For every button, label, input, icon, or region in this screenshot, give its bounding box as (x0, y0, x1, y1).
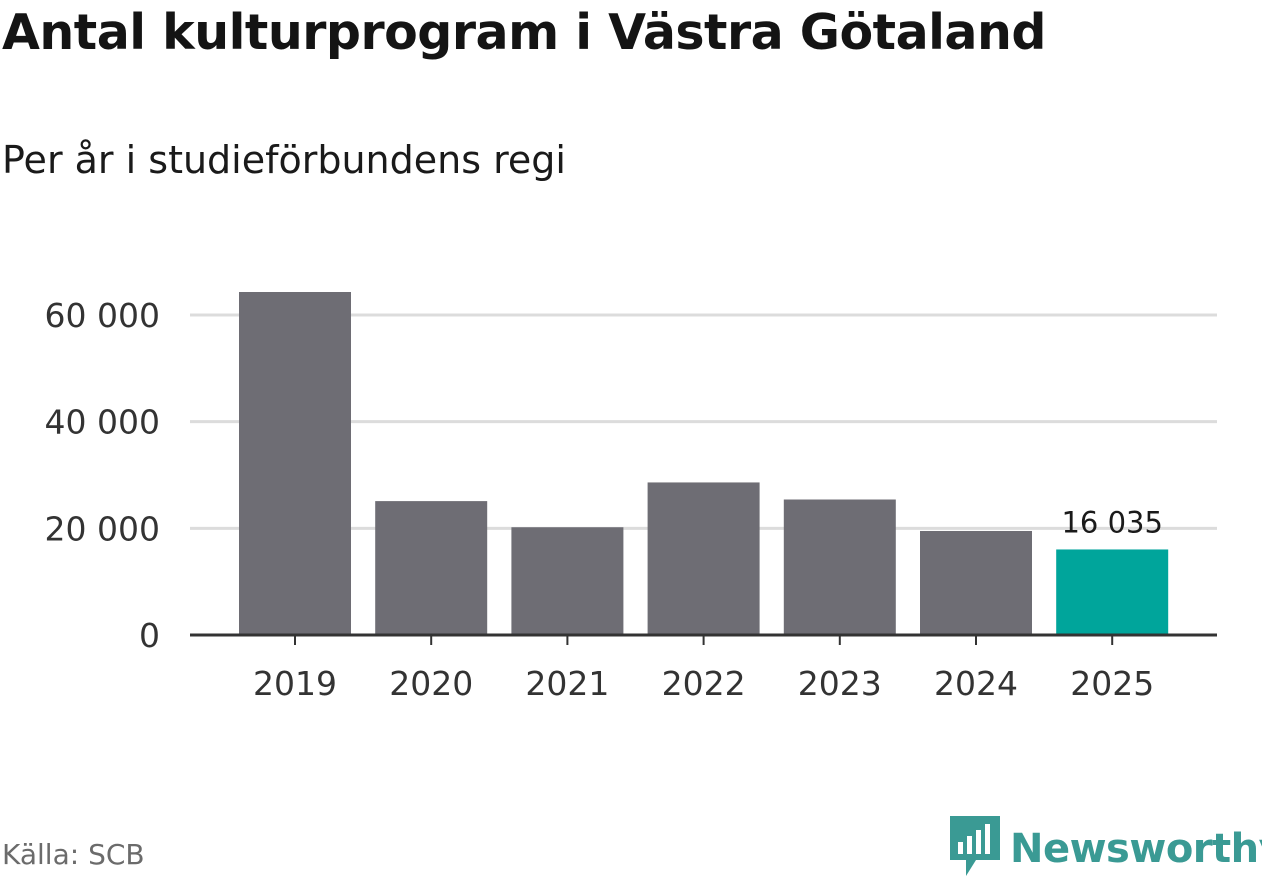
newsworthy-logo-icon (950, 816, 1000, 882)
bar-2020 (375, 501, 488, 635)
x-tick-label: 2022 (662, 664, 746, 703)
x-axis-ticks: 2019 2020 2021 2022 2023 2024 2025 (190, 633, 1217, 703)
source-note: Källa: SCB (2, 838, 145, 871)
x-tick-label: 2025 (1070, 664, 1154, 703)
y-axis-ticks: 0 20 000 40 000 60 000 (45, 296, 160, 655)
bar-2022 (647, 482, 760, 635)
chart-subtitle: Per år i studieförbundens regi (2, 138, 566, 182)
bar-2021 (511, 527, 624, 635)
bar-2019 (239, 292, 351, 635)
x-tick-label: 2020 (389, 664, 473, 703)
y-tick-label: 0 (139, 616, 160, 655)
bar-2023 (783, 499, 896, 635)
data-label: 16 035 (1061, 505, 1162, 539)
bars (239, 292, 1169, 635)
x-tick-label: 2024 (934, 664, 1018, 703)
data-labels: 16 035 (1061, 505, 1162, 539)
y-tick-label: 40 000 (45, 403, 160, 442)
bar-2024 (920, 530, 1032, 635)
x-tick-label: 2021 (525, 664, 609, 703)
brand-name: Newsworthy (1010, 826, 1262, 872)
x-tick-label: 2023 (798, 664, 882, 703)
x-tick-label: 2019 (253, 664, 337, 703)
chart-title: Antal kulturprogram i Västra Götaland (2, 4, 1046, 61)
brand-logo[interactable]: Newsworthy (950, 816, 1262, 882)
y-tick-label: 20 000 (45, 509, 160, 548)
bar-2025 (1056, 549, 1169, 635)
y-tick-label: 60 000 (45, 296, 160, 335)
